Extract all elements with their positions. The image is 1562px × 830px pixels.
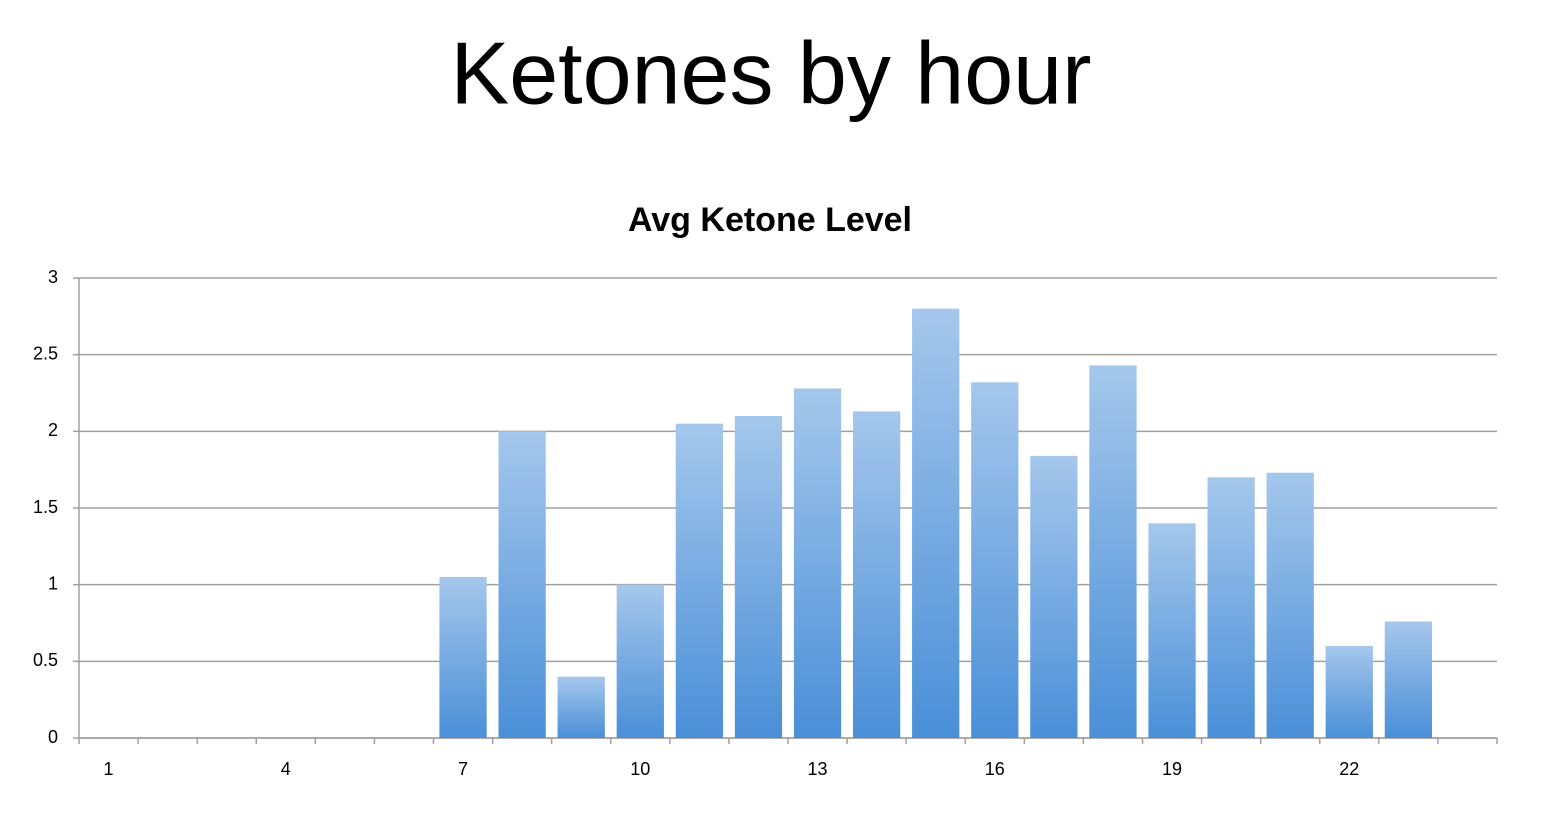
bar (1148, 523, 1196, 738)
bar (498, 431, 546, 738)
x-tick-label: 1 (104, 759, 114, 779)
chart-title: Avg Ketone Level (628, 201, 912, 239)
bar (1325, 646, 1373, 738)
bar (1030, 455, 1078, 738)
bar (1384, 621, 1433, 738)
bar (1207, 477, 1255, 738)
bar (971, 382, 1019, 738)
x-tick-label: 16 (985, 759, 1005, 779)
y-tick-label: 2.5 (33, 343, 58, 363)
y-tick-label: 2 (48, 420, 58, 440)
bar (439, 577, 487, 738)
x-tick-label: 10 (630, 759, 650, 779)
bar (616, 584, 664, 738)
x-tick-label: 7 (458, 759, 468, 779)
y-tick-label: 0 (48, 727, 58, 747)
x-tick-label: 13 (808, 759, 828, 779)
y-tick-label: 1.5 (33, 497, 58, 517)
y-tick-label: 3 (48, 267, 58, 287)
bar (734, 416, 783, 738)
y-tick-label: 0.5 (33, 650, 58, 670)
x-tick-label: 22 (1339, 759, 1359, 779)
page-title: Ketones by hour (451, 23, 1092, 122)
y-tick-label: 1 (48, 573, 58, 593)
bar (675, 423, 724, 738)
bar (912, 308, 960, 738)
x-tick-label: 19 (1162, 759, 1182, 779)
bar (852, 411, 901, 738)
bar (1089, 365, 1137, 738)
bar (793, 388, 842, 738)
x-tick-label: 4 (281, 759, 291, 779)
bar (1266, 472, 1314, 738)
bar (557, 676, 605, 738)
